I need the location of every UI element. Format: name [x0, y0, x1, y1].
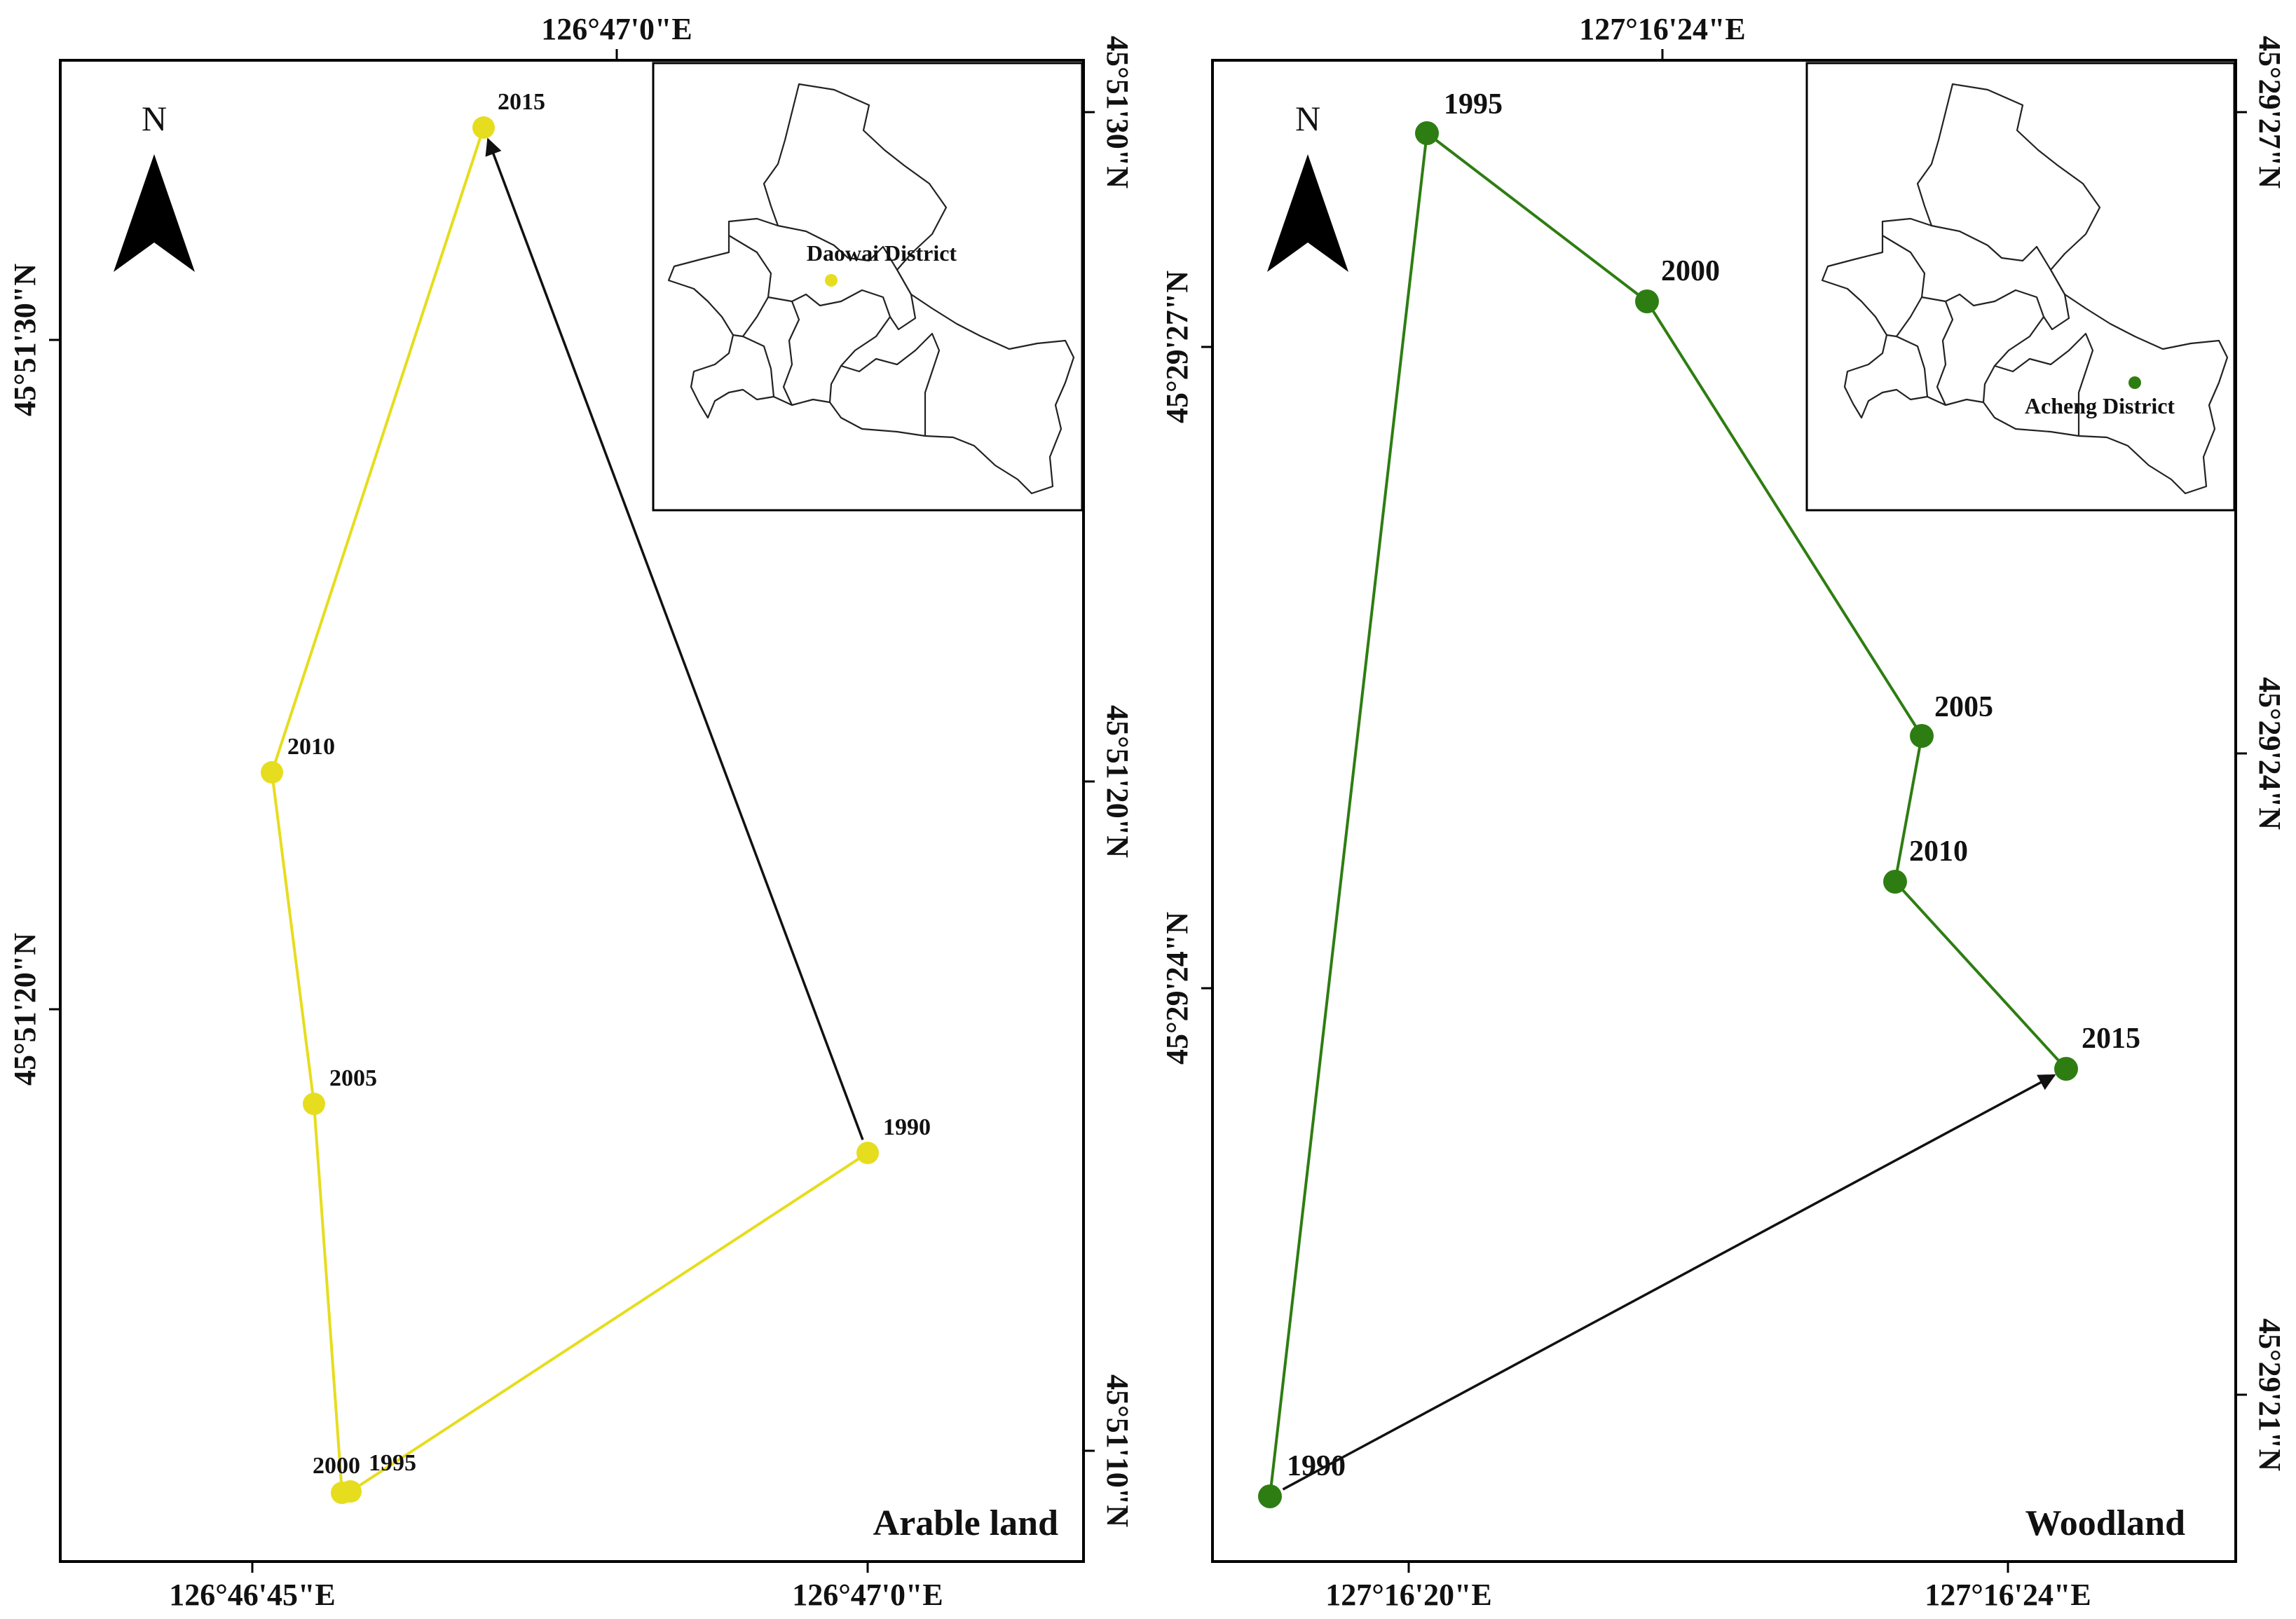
centroid-label-2005: 2005 — [329, 1065, 377, 1091]
panel-arable: 126°47'0"E 126°46'45"E 126°47'0"E 45°51'… — [8, 12, 1135, 1612]
inset-district-label-woodland: Acheng District — [2025, 393, 2175, 418]
inset-map-arable: Daowai District — [652, 62, 1084, 512]
inset-district-label-arable: Daowai District — [807, 240, 957, 266]
inset-marker-woodland — [2128, 376, 2141, 389]
axis-right-label-woodland-3: 45°29'21"N — [2253, 1318, 2287, 1471]
inset-boundary-inner-5 — [742, 336, 775, 397]
trajectory-segment-1990-1995 — [1269, 132, 1428, 1497]
centroid-label-2015: 2015 — [2082, 1023, 2140, 1055]
centroid-label-2010: 2010 — [287, 734, 335, 760]
axis-bottom-label-woodland-1: 127°16'20"E — [1325, 1578, 1492, 1612]
centroid-label-1990: 1990 — [1287, 1450, 1346, 1482]
centroid-label-1995: 1995 — [369, 1450, 416, 1476]
centroid-point-2010 — [261, 761, 283, 784]
axis-left-label-woodland-1: 45°29'27"N — [1160, 271, 1194, 423]
inset-boundary-inner-6 — [889, 269, 917, 331]
panel-woodland: 127°16'24"E 127°16'20"E 127°16'24"E 45°2… — [1160, 12, 2287, 1612]
inset-boundary-inner-2 — [777, 224, 898, 271]
axis-bottom-label-arable-2: 126°47'0"E — [792, 1578, 943, 1612]
centroid-point-1990 — [856, 1142, 879, 1164]
axis-top-label-woodland: 127°16'24"E — [1579, 12, 1746, 46]
inset-marker-arable — [825, 274, 838, 287]
centroid-label-2000: 2000 — [313, 1453, 360, 1479]
inset-boundary-inner-6 — [2043, 269, 2070, 331]
centroid-point-2005 — [303, 1093, 325, 1115]
centroid-point-2000 — [1635, 289, 1659, 313]
map-frame-arable — [59, 59, 1085, 1563]
centroid-point-2000 — [331, 1482, 353, 1504]
centroid-point-2015 — [472, 116, 495, 139]
inset-boundary-inner-5 — [1896, 336, 1929, 397]
centroid-label-2010: 2010 — [1909, 835, 1968, 868]
centroid-point-2015 — [2054, 1057, 2078, 1081]
axis-right-label-woodland-1: 45°29'27"N — [2253, 36, 2287, 189]
map-frame-woodland — [1211, 59, 2237, 1563]
panel-title-arable: Arable land — [873, 1503, 1058, 1543]
trajectory-arable: 1990 1995 2000 2005 2010 2015 — [261, 89, 931, 1504]
axis-right-label-woodland-2: 45°29'24"N — [2253, 677, 2287, 830]
axis-left-label-woodland-2: 45°29'24"N — [1160, 912, 1194, 1065]
north-arrow-icon: N — [114, 99, 195, 272]
trajectory-line — [271, 127, 485, 1494]
trajectory-segment-1990-1995 — [349, 1152, 869, 1493]
centroid-label-2000: 2000 — [1661, 255, 1720, 287]
centroid-point-2010 — [1883, 870, 1907, 894]
inset-frame-arable — [652, 62, 1084, 512]
axis-right-label-arable-1: 45°51'30"N — [1100, 36, 1135, 189]
panel-title-woodland: Woodland — [2025, 1503, 2185, 1543]
axis-bottom-label-arable-1: 126°46'45"E — [169, 1578, 336, 1612]
centroid-point-1990 — [1258, 1484, 1282, 1508]
centroid-point-2005 — [1910, 724, 1934, 748]
axis-right-label-arable-2: 45°51'20"N — [1100, 705, 1135, 858]
trajectory-woodland: 1990 1995 2000 2005 2010 2015 — [1258, 88, 2140, 1508]
inset-boundary-inner-7 — [1994, 332, 2094, 436]
axis-bottom-label-woodland-2: 127°16'24"E — [1925, 1578, 2091, 1612]
inset-boundary-inner-2 — [1931, 224, 2051, 271]
centroid-label-1995: 1995 — [1444, 88, 1503, 121]
displacement-arrow — [1282, 1074, 2056, 1491]
north-label-woodland: N — [1295, 99, 1320, 138]
inset-frame-woodland — [1805, 62, 2236, 512]
inset-boundary-inner-4 — [782, 301, 800, 406]
centroid-label-1990: 1990 — [883, 1114, 931, 1140]
centroid-label-2005: 2005 — [1934, 691, 1993, 723]
axis-left-label-arable-1: 45°51'30"N — [8, 264, 42, 416]
north-label-arable: N — [142, 99, 167, 138]
inset-boundary-inner-7 — [840, 332, 941, 436]
inset-map-woodland: Acheng District — [1805, 62, 2236, 512]
centroid-label-2015: 2015 — [498, 89, 545, 115]
axis-left-label-arable-2: 45°51'20"N — [8, 933, 42, 1086]
centroid-point-1995 — [1415, 121, 1439, 145]
axis-right-label-arable-3: 45°51'10"N — [1100, 1374, 1135, 1527]
north-arrow-icon: N — [1267, 99, 1348, 272]
axis-top-label-arable: 126°47'0"E — [541, 12, 692, 46]
inset-boundary-inner-4 — [1936, 301, 1954, 406]
displacement-arrow — [485, 137, 864, 1140]
